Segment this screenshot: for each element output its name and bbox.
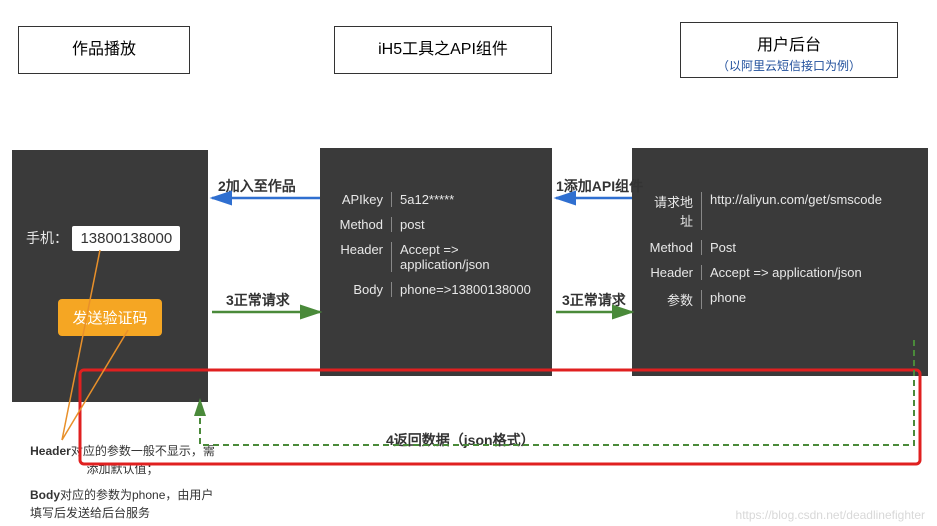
kv-val: phone <box>702 290 916 309</box>
kv-row: Methodpost <box>332 217 540 232</box>
title-right: 用户后台 <box>685 31 893 55</box>
kv-row: MethodPost <box>644 240 916 255</box>
kv-val: Accept => application/json <box>702 265 916 280</box>
arrow-label-3l: 3正常请求 <box>226 290 290 310</box>
kv-val: post <box>392 217 540 232</box>
title-box-right: 用户后台 （以阿里云短信接口为例） <box>680 22 898 78</box>
note1-rest: 对应的参数一般不显示，需添加默认值； <box>71 444 215 476</box>
kv-val: Post <box>702 240 916 255</box>
kv-key: 请求地址 <box>644 192 702 230</box>
title-box-middle: iH5工具之API组件 <box>334 26 552 74</box>
kv-val: Accept => application/json <box>392 242 540 272</box>
kv-key: 参数 <box>644 290 702 309</box>
panel-left: 手机： 13800138000 发送验证码 <box>12 150 208 402</box>
panel-right: 请求地址http://aliyun.com/get/smscodeMethodP… <box>632 148 928 376</box>
note1-bold: Header <box>30 444 71 458</box>
title-left: 作品播放 <box>72 41 136 58</box>
kv-key: APIkey <box>332 192 392 207</box>
kv-row: APIkey5a12***** <box>332 192 540 207</box>
arrow-label-1: 1添加API组件 <box>556 176 643 196</box>
kv-row: HeaderAccept => application/json <box>332 242 540 272</box>
send-code-button[interactable]: 发送验证码 <box>58 299 161 336</box>
watermark: https://blog.csdn.net/deadlinefighter <box>736 508 925 522</box>
title-box-left: 作品播放 <box>18 26 190 74</box>
title-middle: iH5工具之API组件 <box>378 41 508 58</box>
phone-label: 手机： <box>26 230 68 246</box>
phone-input[interactable]: 13800138000 <box>72 226 180 251</box>
kv-row: HeaderAccept => application/json <box>644 265 916 280</box>
arrow-label-4: 4返回数据（json格式） <box>386 430 535 450</box>
kv-row: Bodyphone=>13800138000 <box>332 282 540 297</box>
kv-key: Body <box>332 282 392 297</box>
arrow-label-2: 2加入至作品 <box>218 176 296 196</box>
kv-val: http://aliyun.com/get/smscode <box>702 192 916 230</box>
kv-key: Method <box>332 217 392 232</box>
arrow-label-3r: 3正常请求 <box>562 290 626 310</box>
title-right-sub: （以阿里云短信接口为例） <box>685 57 893 74</box>
kv-key: Header <box>332 242 392 272</box>
kv-row: 请求地址http://aliyun.com/get/smscode <box>644 192 916 230</box>
panel-middle: APIkey5a12*****MethodpostHeaderAccept =>… <box>320 148 552 376</box>
kv-val: 5a12***** <box>392 192 540 207</box>
kv-val: phone=>13800138000 <box>392 282 540 297</box>
kv-key: Method <box>644 240 702 255</box>
kv-key: Header <box>644 265 702 280</box>
note-box: Header对应的参数一般不显示，需添加默认值； Body对应的参数为phone… <box>30 442 215 522</box>
kv-row: 参数phone <box>644 290 916 309</box>
note2-bold: Body <box>30 488 60 502</box>
